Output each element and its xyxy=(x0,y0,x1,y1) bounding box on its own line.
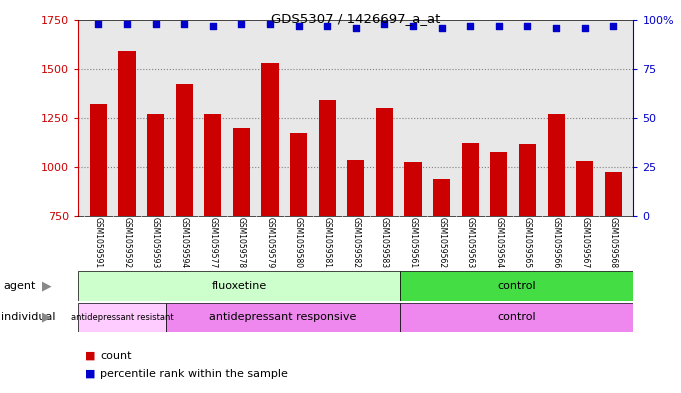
Text: GSM1059564: GSM1059564 xyxy=(494,217,503,268)
Point xyxy=(350,24,361,31)
Text: GDS5307 / 1426697_a_at: GDS5307 / 1426697_a_at xyxy=(271,12,441,25)
Bar xyxy=(548,114,565,216)
Text: ▶: ▶ xyxy=(42,311,51,324)
Bar xyxy=(405,162,422,216)
Bar xyxy=(147,114,164,216)
Text: GSM1059594: GSM1059594 xyxy=(180,217,189,268)
Point xyxy=(207,22,218,29)
Text: GSM1059568: GSM1059568 xyxy=(609,217,618,268)
Bar xyxy=(204,114,221,216)
Text: GSM1059566: GSM1059566 xyxy=(552,217,560,268)
Bar xyxy=(90,104,107,216)
Point xyxy=(321,22,332,29)
Bar xyxy=(176,84,193,216)
Bar xyxy=(262,63,279,216)
Text: agent: agent xyxy=(3,281,36,291)
Text: GSM1059577: GSM1059577 xyxy=(208,217,217,268)
Text: fluoxetine: fluoxetine xyxy=(211,281,266,291)
Text: GSM1059567: GSM1059567 xyxy=(580,217,589,268)
Point xyxy=(437,24,447,31)
Text: GSM1059581: GSM1059581 xyxy=(323,217,332,268)
Text: antidepressant resistant: antidepressant resistant xyxy=(71,313,174,322)
Text: GSM1059578: GSM1059578 xyxy=(237,217,246,268)
Bar xyxy=(490,152,507,216)
Point xyxy=(93,20,104,27)
Bar xyxy=(400,271,633,301)
Bar xyxy=(78,303,166,332)
Point xyxy=(494,22,505,29)
Bar xyxy=(347,160,364,216)
Text: GSM1059565: GSM1059565 xyxy=(523,217,532,268)
Bar xyxy=(605,172,622,216)
Point xyxy=(551,24,562,31)
Point xyxy=(408,22,419,29)
Bar xyxy=(462,143,479,216)
Text: ■: ■ xyxy=(85,351,95,361)
Text: control: control xyxy=(497,312,536,322)
Point xyxy=(608,22,619,29)
Point xyxy=(293,22,304,29)
Point xyxy=(522,22,533,29)
Bar xyxy=(433,179,450,216)
Point xyxy=(236,20,247,27)
Point xyxy=(465,22,476,29)
Point xyxy=(150,20,161,27)
Text: individual: individual xyxy=(1,312,55,322)
Text: GSM1059563: GSM1059563 xyxy=(466,217,475,268)
Point xyxy=(580,24,590,31)
Text: GSM1059592: GSM1059592 xyxy=(123,217,131,268)
Bar xyxy=(233,128,250,216)
Text: GSM1059579: GSM1059579 xyxy=(266,217,274,268)
Text: count: count xyxy=(100,351,131,361)
Text: control: control xyxy=(497,281,536,291)
Text: antidepressant responsive: antidepressant responsive xyxy=(209,312,356,322)
Text: percentile rank within the sample: percentile rank within the sample xyxy=(100,369,288,379)
Bar xyxy=(519,144,536,216)
Bar xyxy=(576,161,593,216)
Point xyxy=(379,20,390,27)
Text: GSM1059562: GSM1059562 xyxy=(437,217,446,268)
Text: GSM1059593: GSM1059593 xyxy=(151,217,160,268)
Text: GSM1059580: GSM1059580 xyxy=(294,217,303,268)
Text: GSM1059561: GSM1059561 xyxy=(409,217,417,268)
Bar xyxy=(376,108,393,216)
Bar xyxy=(400,303,633,332)
Text: GSM1059583: GSM1059583 xyxy=(380,217,389,268)
Point xyxy=(264,20,275,27)
Point xyxy=(178,20,189,27)
Point xyxy=(121,20,132,27)
Bar xyxy=(290,133,307,216)
Bar xyxy=(166,303,400,332)
Bar xyxy=(319,100,336,216)
Text: GSM1059582: GSM1059582 xyxy=(351,217,360,268)
Bar xyxy=(118,51,136,216)
Bar xyxy=(78,271,400,301)
Text: ■: ■ xyxy=(85,369,95,379)
Text: ▶: ▶ xyxy=(42,279,51,292)
Text: GSM1059591: GSM1059591 xyxy=(94,217,103,268)
